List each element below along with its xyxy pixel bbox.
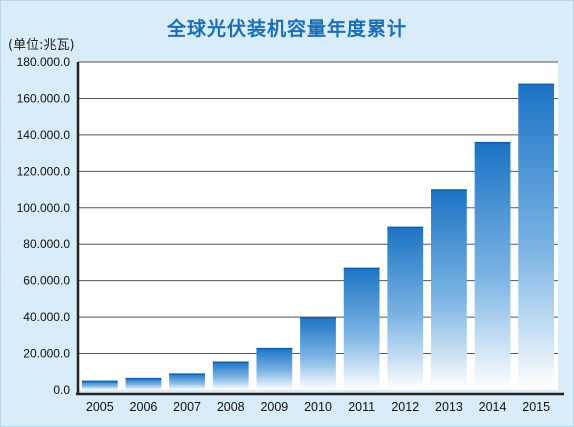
x-tick-labels: 2005 2006 2007 2008 2009 2010 2011 2012 2013 2014… xyxy=(86,400,550,414)
bar xyxy=(343,267,380,390)
x-tick-label: 2013 xyxy=(435,400,463,414)
y-tick-label: 100.000.0 xyxy=(17,201,71,215)
bar xyxy=(169,373,205,390)
x-tick-label: 2012 xyxy=(391,400,419,414)
x-tick-label: 2009 xyxy=(260,400,288,414)
unit-label: (单位:兆瓦) xyxy=(8,38,75,53)
x-tick-label: 2005 xyxy=(86,400,114,414)
bar xyxy=(81,380,118,390)
y-tick-label: 80.000.0 xyxy=(23,237,70,251)
y-tick-label: 60.000.0 xyxy=(23,274,70,288)
y-tick-label: 20.000.0 xyxy=(23,347,70,361)
y-tick-label: 160.000.0 xyxy=(17,91,71,105)
y-tick-label: 40.000.0 xyxy=(23,310,70,324)
y-tick-label: 120.000.0 xyxy=(17,164,71,178)
x-tick-label: 2015 xyxy=(522,400,550,414)
y-tick-labels: 0.0 20.000.0 40.000.0 60.000.0 80.000.0 100.0… xyxy=(17,55,71,397)
bar xyxy=(518,83,555,390)
x-tick-label: 2011 xyxy=(348,400,375,414)
y-tick-label: 0.0 xyxy=(53,383,70,397)
bar xyxy=(387,226,424,390)
chart-title: 全球光伏装机容量年度累计 xyxy=(166,18,407,40)
y-tick-label: 180.000.0 xyxy=(17,55,71,69)
x-tick-label: 2008 xyxy=(217,400,245,414)
bar xyxy=(256,348,293,390)
x-tick-label: 2006 xyxy=(130,400,158,414)
x-tick-label: 2014 xyxy=(479,400,507,414)
x-tick-label: 2007 xyxy=(173,400,201,414)
bar xyxy=(300,317,336,390)
axes xyxy=(76,62,564,396)
bar xyxy=(125,378,162,390)
bars xyxy=(81,83,555,390)
y-tick-label: 140.000.0 xyxy=(17,128,71,142)
x-tick-label: 2010 xyxy=(304,400,332,414)
bar xyxy=(212,361,249,390)
bar xyxy=(431,189,467,390)
bar xyxy=(474,142,511,390)
